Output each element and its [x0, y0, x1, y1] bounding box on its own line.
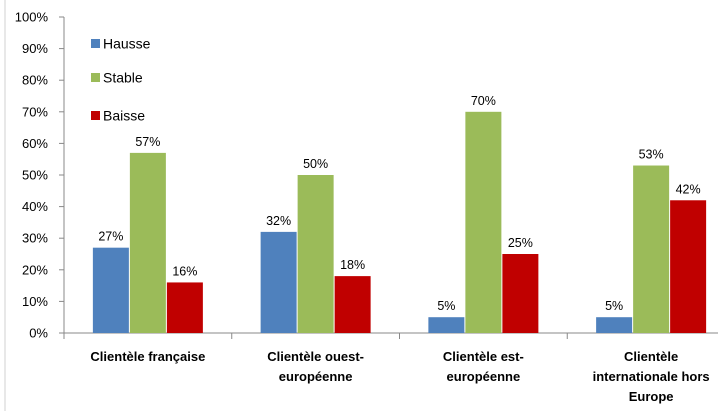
data-label: 42%	[676, 182, 701, 196]
x-axis-ticks: Clientèle française Clientèle ouest-europ…	[90, 349, 709, 404]
y-tick-label: 10%	[22, 294, 48, 309]
data-label: 5%	[605, 299, 623, 313]
bar-baisse	[334, 276, 371, 333]
legend: Hausse Stable Baisse	[91, 36, 151, 124]
bars	[92, 111, 707, 333]
legend-label-stable: Stable	[103, 70, 143, 86]
data-label: 5%	[437, 299, 455, 313]
y-tick-label: 50%	[22, 168, 48, 183]
data-label: 18%	[340, 258, 365, 272]
y-tick-label: 80%	[22, 73, 48, 88]
bar-baisse	[670, 200, 707, 333]
y-tick-label: 0%	[29, 326, 48, 341]
bar-baisse	[502, 254, 539, 333]
legend-label-baisse: Baisse	[103, 108, 145, 124]
bar-stable	[297, 175, 334, 333]
data-label: 27%	[98, 230, 123, 244]
legend-swatch-baisse	[91, 111, 100, 120]
y-tick-label: 90%	[22, 41, 48, 56]
bar-baisse	[166, 282, 203, 333]
y-tick-label: 100%	[15, 10, 49, 25]
data-label: 70%	[471, 94, 496, 108]
data-label: 25%	[508, 236, 533, 250]
x-tick-label: Clientèle française	[90, 349, 205, 364]
data-label: 57%	[135, 135, 160, 149]
x-tick-label: Clientèle est-européenne	[443, 349, 524, 384]
bar-stable	[633, 165, 670, 333]
data-label: 50%	[303, 157, 328, 171]
bar-hausse	[428, 317, 465, 333]
x-tick-label: Clientèle internationale hors Europe	[593, 349, 710, 404]
bar-hausse	[260, 231, 297, 333]
data-labels: 27% 57% 16% 32% 50% 18% 5% 70% 25% 5% 53% 42%	[98, 94, 700, 313]
bar-hausse	[596, 317, 633, 333]
x-tick-label: Clientèle ouest-européenne	[267, 349, 364, 384]
bar-stable	[465, 111, 502, 333]
data-label: 32%	[266, 214, 291, 228]
y-axis-ticks: 0% 10% 20% 30% 40% 50% 60% 70% 80% 90% 100%	[15, 10, 64, 341]
bar-stable	[129, 152, 166, 333]
y-tick-label: 20%	[22, 262, 48, 277]
legend-swatch-hausse	[91, 39, 100, 48]
data-label: 53%	[639, 148, 664, 162]
y-tick-label: 30%	[22, 231, 48, 246]
legend-label-hausse: Hausse	[103, 36, 151, 52]
legend-swatch-stable	[91, 73, 100, 82]
y-tick-label: 40%	[22, 199, 48, 214]
y-tick-label: 60%	[22, 136, 48, 151]
data-label: 16%	[172, 264, 197, 278]
bar-hausse	[92, 247, 129, 333]
y-tick-label: 70%	[22, 104, 48, 119]
